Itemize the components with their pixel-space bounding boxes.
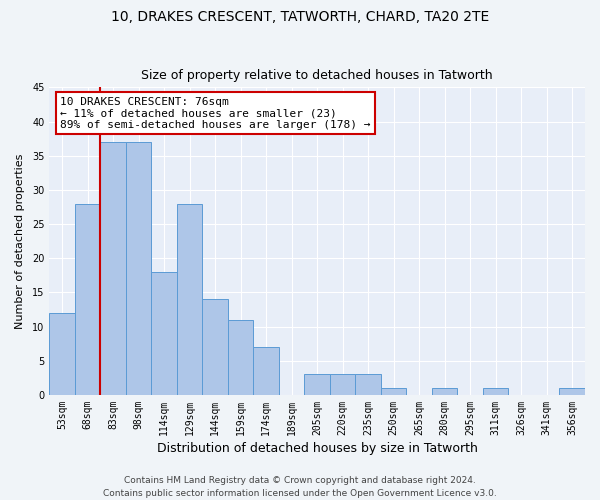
Bar bbox=[126, 142, 151, 395]
Bar bbox=[202, 299, 228, 395]
Bar bbox=[177, 204, 202, 395]
Text: 10 DRAKES CRESCENT: 76sqm
← 11% of detached houses are smaller (23)
89% of semi-: 10 DRAKES CRESCENT: 76sqm ← 11% of detac… bbox=[60, 96, 371, 130]
X-axis label: Distribution of detached houses by size in Tatworth: Distribution of detached houses by size … bbox=[157, 442, 478, 455]
Y-axis label: Number of detached properties: Number of detached properties bbox=[15, 154, 25, 329]
Bar bbox=[330, 374, 355, 395]
Title: Size of property relative to detached houses in Tatworth: Size of property relative to detached ho… bbox=[142, 69, 493, 82]
Text: 10, DRAKES CRESCENT, TATWORTH, CHARD, TA20 2TE: 10, DRAKES CRESCENT, TATWORTH, CHARD, TA… bbox=[111, 10, 489, 24]
Bar bbox=[100, 142, 126, 395]
Bar bbox=[304, 374, 330, 395]
Bar bbox=[483, 388, 508, 395]
Bar bbox=[381, 388, 406, 395]
Bar bbox=[75, 204, 100, 395]
Bar bbox=[228, 320, 253, 395]
Bar bbox=[49, 313, 75, 395]
Bar bbox=[355, 374, 381, 395]
Bar bbox=[253, 347, 279, 395]
Bar bbox=[151, 272, 177, 395]
Text: Contains HM Land Registry data © Crown copyright and database right 2024.
Contai: Contains HM Land Registry data © Crown c… bbox=[103, 476, 497, 498]
Bar bbox=[559, 388, 585, 395]
Bar bbox=[432, 388, 457, 395]
